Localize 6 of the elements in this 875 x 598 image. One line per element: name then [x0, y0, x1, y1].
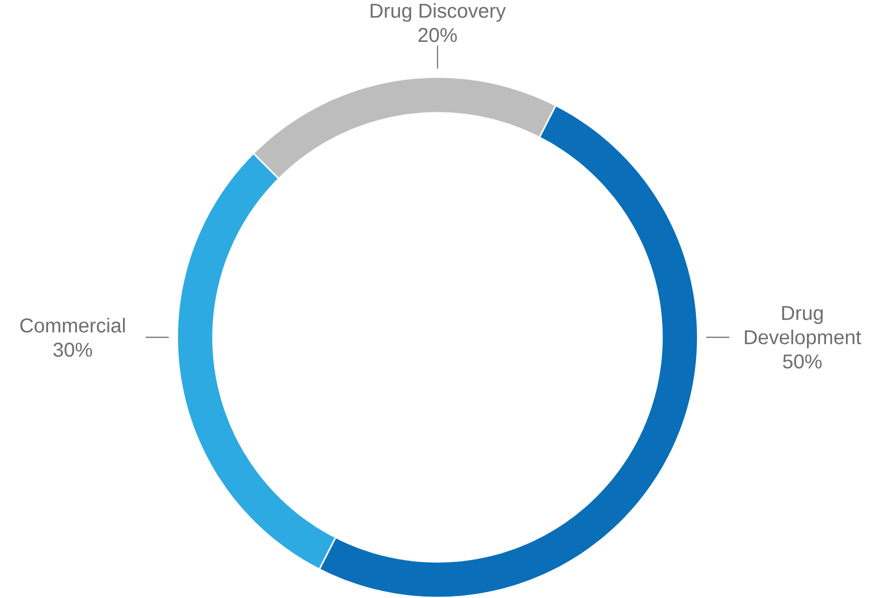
slice-label: Commercial — [20, 318, 125, 332]
slice-label: Drug Discovery — [370, 2, 506, 22]
data-label: 50% — [783, 354, 822, 368]
data-label: 20% — [418, 28, 457, 42]
data-label: 30% — [53, 342, 92, 357]
slice-label: Drug Development — [744, 306, 862, 348]
